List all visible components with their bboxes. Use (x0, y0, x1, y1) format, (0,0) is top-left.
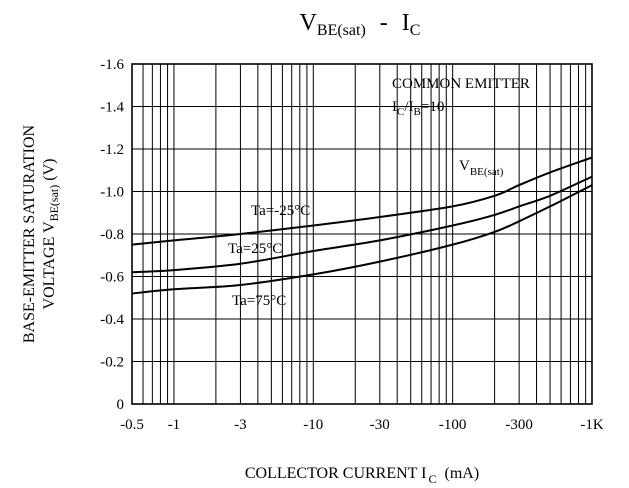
y-axis-title-line2: VOLTAGE VBE(sat)(V) (41, 159, 61, 310)
y-tick-label: -0.8 (100, 227, 124, 243)
x-tick-label: -3 (234, 417, 247, 433)
y-tick-label: -1.4 (100, 100, 124, 116)
y-tick-label: -0.6 (100, 270, 124, 286)
y-tick-label: -1.6 (100, 57, 124, 73)
curves (131, 156, 593, 295)
series-label-ta-25: Ta=25°C (228, 241, 282, 257)
annotation-common-emitter: COMMON EMITTER (392, 76, 530, 92)
y-tick-label: -1.0 (100, 185, 124, 201)
x-tick-labels: -0.5 -1 -3 -10 -30 -100 -300 -1K (120, 417, 604, 433)
y-tick-label: 0 (117, 397, 125, 413)
y-axis-title: BASE-EMITTER SATURATION VOLTAGE VBE(sat)… (21, 124, 61, 343)
annotation-ic-ib-ratio: IC/IB=10 (392, 99, 444, 118)
y-tick-label: -1.2 (100, 142, 124, 158)
y-axis-title-line1: BASE-EMITTER SATURATION (21, 124, 38, 343)
series-curve-2 (131, 184, 593, 295)
series-label-ta-minus25: Ta=-25°C (251, 203, 310, 219)
x-tick-label: -10 (303, 417, 323, 433)
curve-label-vbe-sat: VBE(sat) (459, 158, 504, 178)
x-tick-label: -300 (505, 417, 533, 433)
plot-area (131, 63, 593, 405)
x-tick-label: -100 (439, 417, 467, 433)
x-tick-label: -0.5 (120, 417, 144, 433)
x-axis-title: COLLECTOR CURRENT I C (mA) (245, 465, 479, 486)
y-tick-label: -0.4 (100, 312, 124, 328)
y-tick-labels: 0 -0.2 -0.4 -0.6 -0.8 -1.0 -1.2 -1.4 -1.6 (100, 57, 124, 413)
x-tick-label: -30 (370, 417, 390, 433)
x-tick-label: -1 (168, 417, 181, 433)
series-curve-0 (131, 156, 593, 246)
series-label-ta-75: Ta=75°C (232, 293, 286, 309)
y-tick-label: -0.2 (100, 355, 124, 371)
horizontal-gridlines (132, 106, 592, 362)
chart-title: VBE(sat) - IC (300, 10, 421, 39)
series-curve-1 (131, 175, 593, 274)
x-tick-label: -1K (580, 417, 603, 433)
